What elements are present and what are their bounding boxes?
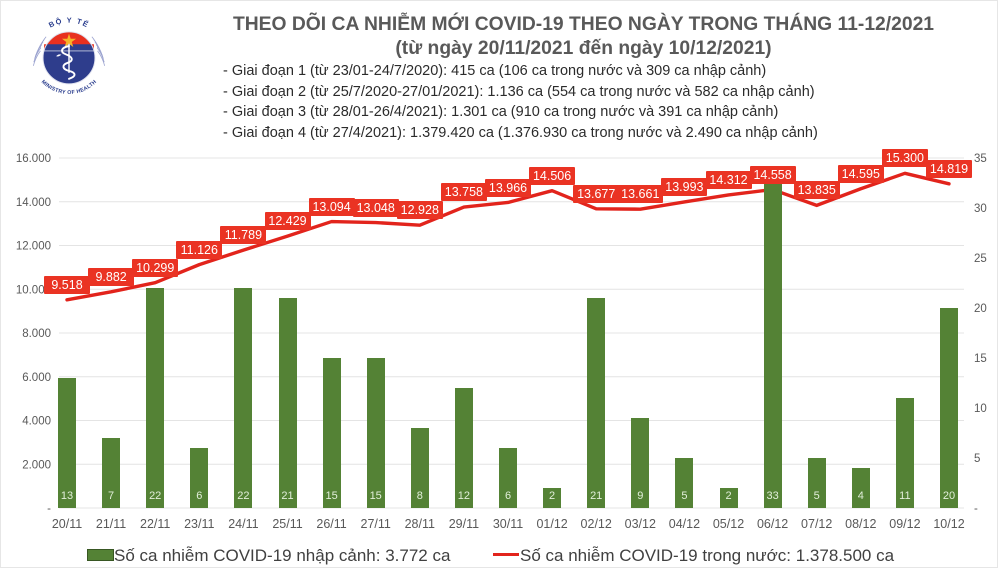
svg-text:6.000: 6.000 — [22, 372, 51, 384]
svg-text:5: 5 — [974, 453, 980, 465]
svg-text:35: 35 — [974, 153, 987, 165]
svg-text:2.000: 2.000 — [22, 459, 51, 471]
svg-text:10: 10 — [974, 403, 987, 415]
svg-text:4.000: 4.000 — [22, 416, 51, 428]
svg-text:BỘ Y TẾ: BỘ Y TẾ — [47, 16, 91, 30]
svg-text:16.000: 16.000 — [16, 153, 51, 165]
svg-text:30: 30 — [974, 203, 987, 215]
svg-text:20: 20 — [974, 303, 987, 315]
svg-text:8.000: 8.000 — [22, 328, 51, 340]
svg-text:-: - — [47, 503, 51, 515]
svg-text:-: - — [974, 503, 978, 515]
svg-text:12.000: 12.000 — [16, 241, 51, 253]
svg-text:14.000: 14.000 — [16, 197, 51, 209]
svg-text:25: 25 — [974, 253, 987, 265]
svg-text:15: 15 — [974, 353, 987, 365]
